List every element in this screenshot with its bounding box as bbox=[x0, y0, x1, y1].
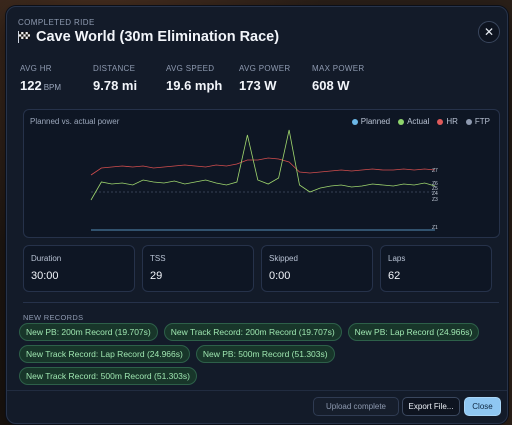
summary-stats: AVG HR 122 BPM DISTANCE 9.78 mi AVG SPEED… bbox=[20, 64, 385, 93]
checkered-flag-icon bbox=[18, 31, 30, 43]
completed-ride-dialog: COMPLETED RIDE Cave World (30m Eliminati… bbox=[6, 6, 508, 424]
record-badge: New Track Record: 500m Record (51.303s) bbox=[19, 367, 197, 385]
record-badge: New Track Record: 200m Record (19.707s) bbox=[163, 323, 342, 341]
title-row: Cave World (30m Elimination Race) bbox=[17, 29, 279, 45]
records-heading: NEW RECORDS bbox=[23, 313, 84, 322]
legend-ftp: FTP bbox=[465, 117, 490, 126]
stat-avg-power: AVG POWER 173 W bbox=[239, 64, 312, 93]
close-icon: ✕ bbox=[483, 25, 495, 39]
zone-label: Z7 bbox=[432, 168, 438, 174]
page-title: Cave World (30m Elimination Race) bbox=[36, 29, 280, 45]
divider bbox=[23, 302, 499, 303]
stat-value: 608 W bbox=[312, 78, 350, 93]
card-label: Laps bbox=[388, 254, 406, 263]
stat-number: 122 bbox=[20, 78, 42, 93]
stat-label: AVG POWER bbox=[239, 64, 291, 73]
card-skipped: Skipped 0:00 bbox=[261, 245, 373, 292]
card-tss: TSS 29 bbox=[142, 245, 254, 292]
card-label: Skipped bbox=[269, 254, 298, 263]
record-badge: New PB: Lap Record (24.966s) bbox=[347, 323, 480, 341]
zone-label: Z6 bbox=[432, 181, 438, 187]
card-duration: Duration 30:00 bbox=[23, 245, 135, 292]
export-file-button[interactable]: Export File... bbox=[402, 397, 460, 416]
legend-actual: Actual bbox=[398, 117, 429, 126]
stat-avg-speed: AVG SPEED 19.6 mph bbox=[166, 64, 239, 93]
stat-value: 173 W bbox=[239, 78, 277, 93]
stat-value: 19.6 mph bbox=[166, 78, 223, 93]
card-label: TSS bbox=[150, 254, 166, 263]
card-value: 62 bbox=[388, 270, 401, 282]
legend-hr: HR bbox=[437, 117, 458, 126]
record-badge: New PB: 200m Record (19.707s) bbox=[19, 323, 158, 341]
stat-label: MAX POWER bbox=[312, 64, 365, 73]
close-button[interactable]: Close bbox=[464, 397, 501, 416]
records-list: New PB: 200m Record (19.707s) New Track … bbox=[19, 323, 504, 385]
stat-max-power: MAX POWER 608 W bbox=[312, 64, 385, 93]
card-value: 30:00 bbox=[31, 270, 59, 282]
dialog-eyebrow: COMPLETED RIDE bbox=[18, 18, 95, 27]
zone-label: Z1 bbox=[432, 225, 438, 231]
stat-value: 122 BPM bbox=[20, 78, 93, 93]
record-badge: New Track Record: Lap Record (24.966s) bbox=[19, 345, 190, 363]
stat-value: 9.78 mi bbox=[93, 78, 138, 93]
stat-distance: DISTANCE 9.78 mi bbox=[93, 64, 166, 93]
record-badge: New PB: 500m Record (51.303s) bbox=[195, 345, 335, 363]
close-icon-button[interactable]: ✕ bbox=[478, 21, 500, 43]
chart-legend: Planned Actual HR FTP bbox=[351, 117, 490, 126]
stat-avg-hr: AVG HR 122 BPM bbox=[20, 64, 93, 93]
zone-label: Z3 bbox=[432, 197, 438, 203]
zone-label: Z4 bbox=[432, 191, 438, 197]
stat-label: AVG SPEED bbox=[166, 64, 215, 73]
footer-divider bbox=[7, 390, 507, 391]
stat-unit: BPM bbox=[43, 83, 62, 92]
chart-title: Planned vs. actual power bbox=[30, 117, 120, 126]
stat-label: DISTANCE bbox=[93, 64, 136, 73]
zone-label: Z5 bbox=[432, 186, 438, 192]
card-value: 0:00 bbox=[269, 270, 291, 282]
card-laps: Laps 62 bbox=[380, 245, 492, 292]
power-chart: Planned vs. actual power Planned Actual … bbox=[23, 109, 500, 238]
card-value: 29 bbox=[150, 270, 163, 282]
upload-status-button[interactable]: Upload complete bbox=[313, 397, 399, 416]
legend-planned: Planned bbox=[351, 117, 390, 126]
card-label: Duration bbox=[31, 254, 62, 263]
chart-plot bbox=[90, 129, 436, 231]
stat-label: AVG HR bbox=[20, 64, 52, 73]
summary-cards: Duration 30:00 TSS 29 Skipped 0:00 Laps … bbox=[23, 245, 492, 292]
